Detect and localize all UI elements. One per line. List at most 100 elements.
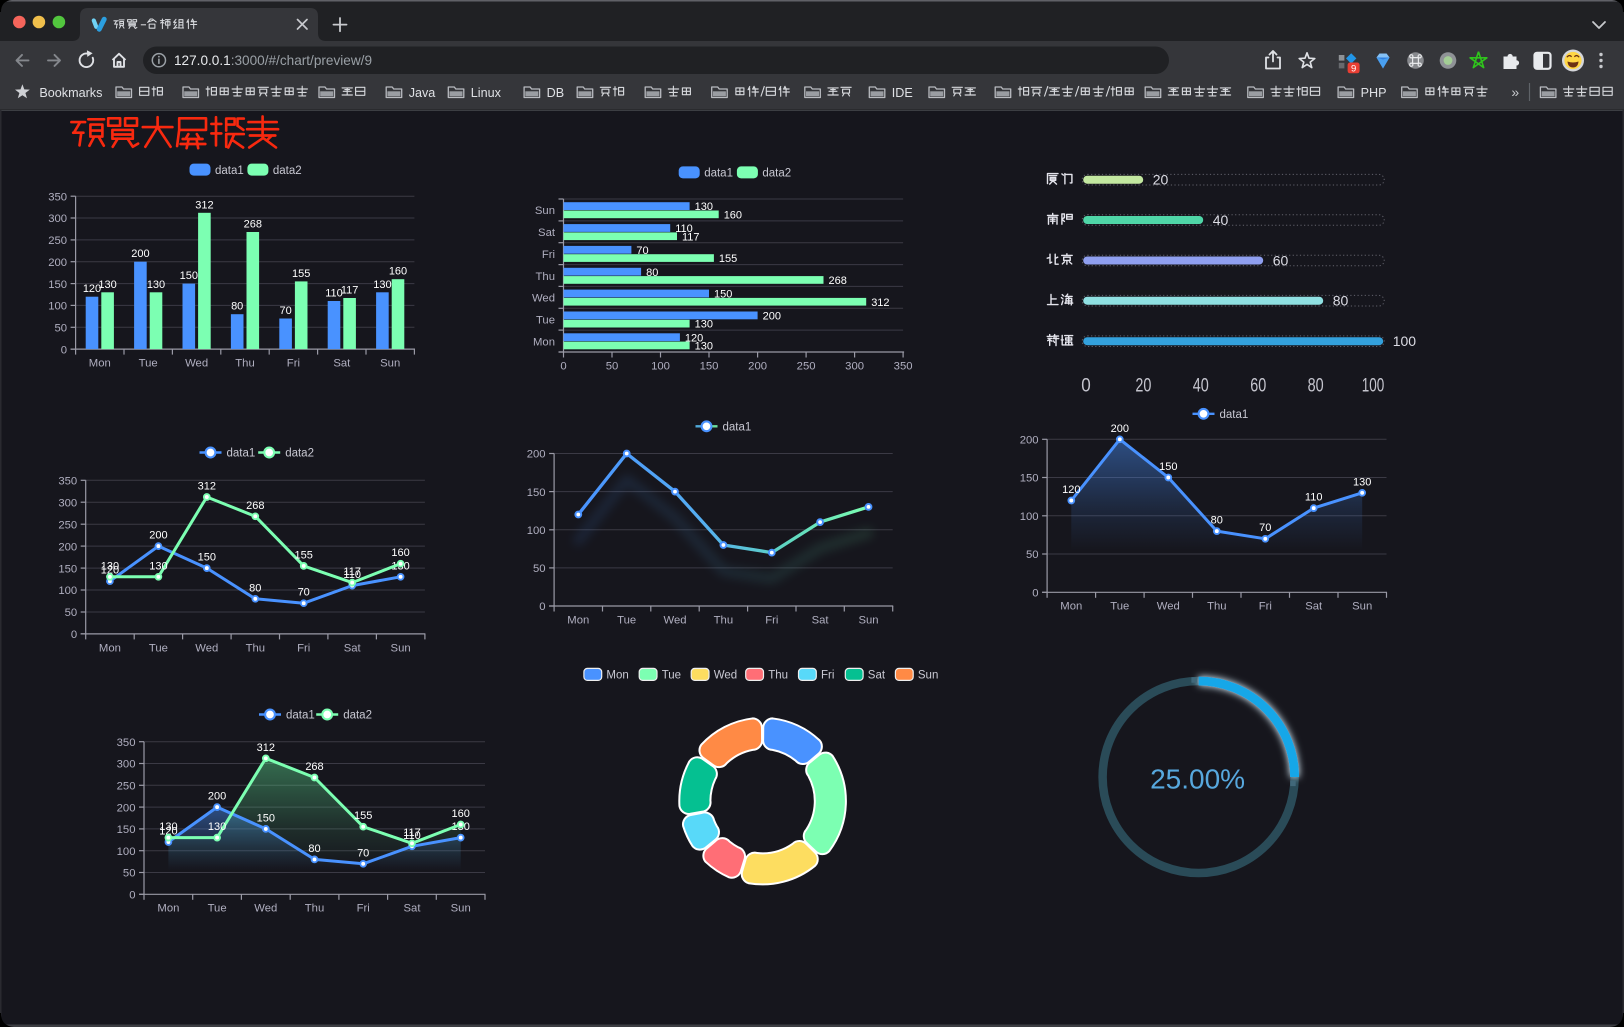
svg-text:350: 350 bbox=[117, 737, 136, 749]
svg-text:130: 130 bbox=[695, 341, 713, 353]
svg-text:150: 150 bbox=[1020, 473, 1039, 485]
svg-text:130: 130 bbox=[98, 279, 116, 291]
svg-text:250: 250 bbox=[797, 361, 816, 373]
svg-text:312: 312 bbox=[257, 742, 275, 754]
svg-text:200: 200 bbox=[527, 449, 546, 461]
svg-text:312: 312 bbox=[198, 481, 216, 493]
svg-text:20: 20 bbox=[1135, 376, 1151, 397]
svg-text:Mon: Mon bbox=[1060, 601, 1082, 613]
svg-text:130: 130 bbox=[1353, 476, 1371, 488]
svg-text:200: 200 bbox=[208, 791, 226, 803]
svg-text:120: 120 bbox=[159, 826, 177, 838]
svg-text:300: 300 bbox=[845, 361, 864, 373]
svg-text:Fri: Fri bbox=[287, 358, 300, 370]
svg-text:130: 130 bbox=[208, 821, 226, 833]
svg-text:data2: data2 bbox=[273, 165, 302, 177]
svg-text:Wed: Wed bbox=[195, 642, 218, 654]
svg-text:Thu: Thu bbox=[235, 358, 254, 370]
svg-text:120: 120 bbox=[1062, 484, 1080, 496]
svg-text:130: 130 bbox=[147, 279, 165, 291]
svg-text:350: 350 bbox=[48, 191, 67, 203]
svg-text:150: 150 bbox=[117, 824, 136, 836]
svg-text:50: 50 bbox=[533, 563, 546, 575]
svg-text:350: 350 bbox=[894, 361, 913, 373]
svg-text:268: 268 bbox=[246, 500, 264, 512]
svg-text:110: 110 bbox=[343, 569, 361, 581]
svg-text:50: 50 bbox=[65, 607, 78, 619]
svg-text:Mon: Mon bbox=[99, 642, 121, 654]
svg-text:350: 350 bbox=[58, 476, 77, 488]
svg-text:110: 110 bbox=[403, 830, 421, 842]
svg-text:268: 268 bbox=[244, 219, 262, 231]
svg-text:70: 70 bbox=[1259, 522, 1271, 534]
svg-text:80: 80 bbox=[231, 301, 243, 313]
svg-text:120: 120 bbox=[685, 332, 703, 344]
svg-text:117: 117 bbox=[341, 285, 359, 297]
svg-text:110: 110 bbox=[325, 288, 343, 300]
svg-text:130: 130 bbox=[373, 279, 391, 291]
svg-text:Wed: Wed bbox=[254, 903, 277, 915]
svg-text:Sat: Sat bbox=[538, 227, 556, 239]
svg-text:IDE: IDE bbox=[892, 86, 913, 100]
svg-text:155: 155 bbox=[719, 253, 737, 265]
svg-text:data2: data2 bbox=[762, 168, 791, 180]
svg-text:120: 120 bbox=[83, 283, 101, 295]
svg-text:Sat: Sat bbox=[404, 903, 422, 915]
svg-text:60: 60 bbox=[1250, 376, 1266, 397]
svg-text:Sun: Sun bbox=[1352, 601, 1372, 613]
svg-text:Fri: Fri bbox=[821, 670, 834, 682]
svg-text:Wed: Wed bbox=[1157, 601, 1180, 613]
svg-text:70: 70 bbox=[636, 245, 648, 257]
svg-text:200: 200 bbox=[58, 541, 77, 553]
svg-text:200: 200 bbox=[149, 530, 167, 542]
svg-text:Bookmarks: Bookmarks bbox=[39, 86, 102, 100]
svg-text:312: 312 bbox=[871, 297, 889, 309]
svg-text:Java: Java bbox=[409, 86, 436, 100]
svg-text:Fri: Fri bbox=[357, 903, 370, 915]
svg-text:150: 150 bbox=[714, 289, 732, 301]
svg-text:127.0.0.1:3000/#/chart/preview: 127.0.0.1:3000/#/chart/preview/9 bbox=[174, 53, 372, 68]
svg-text:Sat: Sat bbox=[1305, 601, 1323, 613]
svg-text:150: 150 bbox=[58, 563, 77, 575]
svg-text:Sun: Sun bbox=[451, 903, 471, 915]
svg-text:70: 70 bbox=[357, 847, 369, 859]
svg-text:200: 200 bbox=[763, 311, 781, 323]
svg-text:250: 250 bbox=[117, 781, 136, 793]
svg-text:Sat: Sat bbox=[812, 614, 830, 626]
svg-text:100: 100 bbox=[58, 585, 77, 597]
svg-text:Sun: Sun bbox=[391, 642, 411, 654]
svg-text:Mon: Mon bbox=[567, 614, 589, 626]
svg-text:0: 0 bbox=[539, 601, 545, 613]
svg-text:155: 155 bbox=[295, 549, 313, 561]
svg-text:155: 155 bbox=[292, 268, 310, 280]
svg-text:Fri: Fri bbox=[1259, 601, 1272, 613]
svg-text:Wed: Wed bbox=[532, 293, 555, 305]
svg-text:100: 100 bbox=[48, 301, 67, 313]
svg-text:150: 150 bbox=[1159, 461, 1177, 473]
svg-text:150: 150 bbox=[48, 279, 67, 291]
svg-text:250: 250 bbox=[48, 235, 67, 247]
svg-text:268: 268 bbox=[829, 275, 847, 287]
svg-text:Wed: Wed bbox=[663, 614, 686, 626]
svg-text:DB: DB bbox=[547, 86, 565, 100]
svg-text:100: 100 bbox=[1362, 376, 1385, 397]
svg-text:130: 130 bbox=[149, 560, 167, 572]
svg-text:130: 130 bbox=[695, 201, 713, 213]
svg-text:150: 150 bbox=[198, 552, 216, 564]
svg-text:data1: data1 bbox=[227, 448, 256, 460]
svg-text:Fri: Fri bbox=[765, 614, 778, 626]
svg-text:200: 200 bbox=[1111, 423, 1129, 435]
svg-text:300: 300 bbox=[117, 759, 136, 771]
svg-text:200: 200 bbox=[117, 802, 136, 814]
svg-text:25.00%: 25.00% bbox=[1150, 764, 1245, 795]
svg-text:268: 268 bbox=[305, 761, 323, 773]
svg-text:70: 70 bbox=[279, 305, 291, 317]
svg-text:Mon: Mon bbox=[157, 903, 179, 915]
svg-text:Sun: Sun bbox=[858, 614, 878, 626]
svg-text:0: 0 bbox=[1032, 588, 1038, 600]
svg-text:data1: data1 bbox=[1220, 409, 1249, 421]
svg-text:155: 155 bbox=[354, 810, 372, 822]
svg-text:70: 70 bbox=[298, 587, 310, 599]
svg-text:Thu: Thu bbox=[246, 642, 265, 654]
svg-text:data1: data1 bbox=[215, 165, 244, 177]
